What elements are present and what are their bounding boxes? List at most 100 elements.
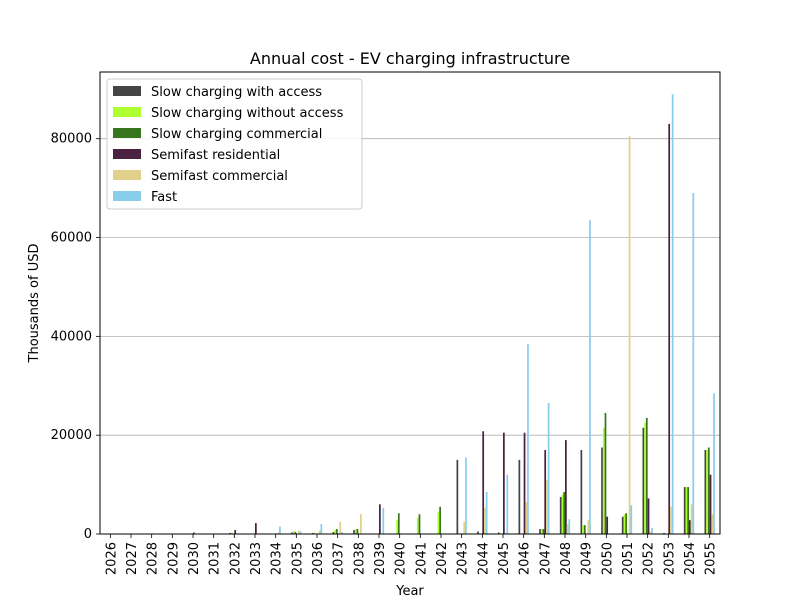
y-tick-label: 0 [84, 527, 92, 542]
y-tick-label: 20000 [51, 428, 92, 443]
x-tick-label: 2029 [166, 542, 181, 575]
x-tick-label: 2028 [146, 542, 161, 575]
bar [341, 532, 343, 534]
bar [601, 447, 603, 534]
bar [518, 459, 521, 534]
x-tick-label: 2049 [580, 542, 595, 575]
bar [685, 487, 688, 534]
legend: Slow charging with access Slow charging w… [106, 78, 363, 210]
x-tick-label: 2048 [559, 542, 574, 575]
bar [623, 514, 626, 534]
bar [625, 513, 627, 534]
bar [527, 343, 529, 534]
x-tick-label: 2041 [414, 542, 429, 575]
bar [353, 530, 355, 534]
bar [583, 525, 586, 534]
bar [645, 417, 648, 534]
bar [279, 526, 281, 534]
bar [621, 516, 624, 534]
x-tick-label: 2030 [187, 542, 202, 575]
bar [651, 528, 653, 534]
bar [649, 531, 652, 534]
bar [706, 450, 708, 534]
x-tick-label: 2046 [518, 542, 533, 575]
bar [687, 487, 689, 534]
bar [707, 447, 710, 534]
bar [704, 450, 707, 534]
bar [561, 494, 564, 534]
bar [582, 525, 584, 534]
x-tick-label: 2050 [600, 542, 615, 575]
bar [546, 479, 548, 534]
bar [563, 492, 565, 534]
x-tick-label: 2047 [538, 542, 553, 575]
bar [565, 440, 567, 534]
bar [482, 431, 485, 534]
legend-swatch [113, 191, 141, 201]
bar [587, 520, 590, 534]
bar [689, 520, 691, 534]
bar [463, 521, 466, 534]
bar [379, 504, 381, 534]
bar [294, 532, 297, 534]
bar [332, 532, 335, 534]
bar [670, 506, 672, 534]
bar [334, 530, 336, 534]
x-tick-label: 2037 [332, 542, 347, 575]
bar [628, 136, 631, 534]
legend-label: Slow charging without access [151, 106, 344, 121]
x-tick-label: 2044 [476, 542, 491, 575]
legend-swatch [113, 107, 141, 117]
bar [320, 524, 323, 534]
x-tick-label: 2031 [208, 542, 223, 575]
legend-swatch [113, 86, 141, 96]
bar [559, 496, 562, 534]
legend-label: Semifast residential [151, 148, 280, 163]
legend-swatch [113, 128, 141, 138]
x-tick-label: 2052 [642, 542, 657, 575]
bar [568, 519, 571, 534]
bar [647, 498, 650, 534]
y-tick-label: 60000 [51, 231, 92, 246]
bar [604, 412, 607, 534]
bar [193, 532, 195, 534]
bar [318, 530, 321, 534]
x-tick-label: 2032 [228, 542, 243, 575]
bar [437, 511, 440, 534]
x-tick-label: 2051 [621, 542, 636, 575]
bar [539, 529, 541, 534]
bar [299, 531, 302, 534]
bar [602, 427, 605, 534]
bar [671, 94, 674, 534]
bar [580, 450, 583, 534]
bar [542, 529, 545, 534]
x-tick-label: 2045 [497, 542, 512, 575]
x-tick-label: 2038 [352, 542, 367, 575]
x-tick-label: 2036 [311, 542, 326, 575]
bar [465, 457, 467, 534]
chart-title: Annual cost - EV charging infrastructure [250, 49, 570, 68]
bar [606, 516, 609, 534]
bar [547, 403, 550, 534]
legend-swatch [113, 149, 141, 159]
x-tick-label: 2054 [683, 542, 698, 575]
legend-swatch [113, 170, 141, 180]
bar [360, 514, 362, 534]
bar [418, 514, 421, 534]
bar [709, 474, 712, 534]
bar [485, 492, 488, 534]
bar [630, 505, 633, 534]
bar [277, 532, 280, 534]
x-tick-label: 2040 [394, 542, 409, 575]
x-tick-label: 2055 [704, 542, 719, 575]
bar [713, 393, 715, 534]
bar [382, 507, 385, 534]
bar [292, 531, 295, 534]
bar [298, 530, 300, 534]
bar [668, 123, 671, 534]
bar [396, 520, 398, 534]
legend-label: Slow charging commercial [151, 127, 322, 142]
x-tick-label: 2034 [270, 542, 285, 575]
bar [356, 529, 359, 534]
bar [439, 506, 441, 534]
